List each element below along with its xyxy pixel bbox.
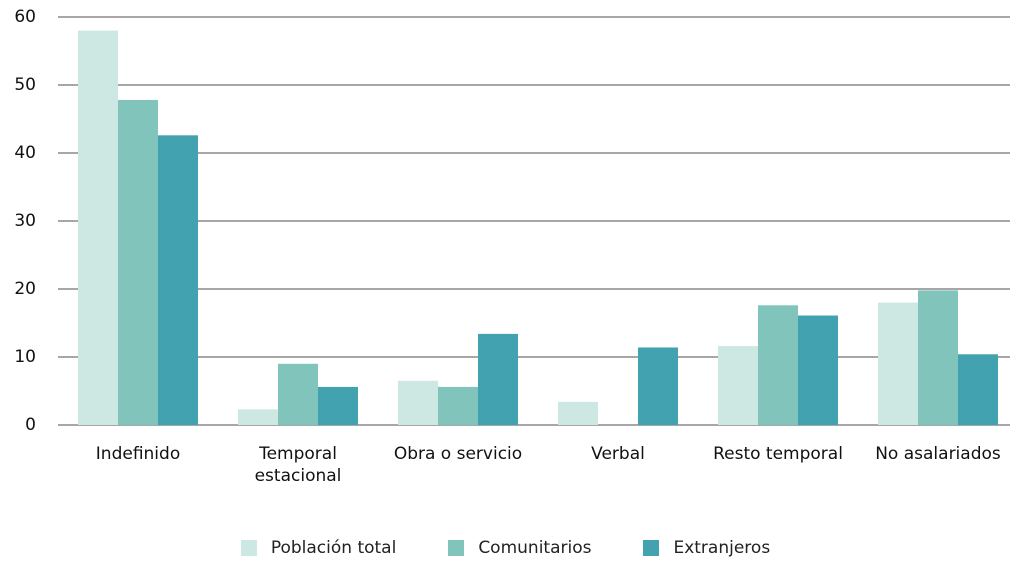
y-tick-label: 30 xyxy=(14,211,36,231)
legend-label: Población total xyxy=(270,538,397,558)
x-tick-label: Verbal xyxy=(591,444,645,464)
legend-label: Extranjeros xyxy=(673,538,771,558)
bar xyxy=(398,380,438,425)
bar xyxy=(718,346,758,425)
bar xyxy=(238,409,278,425)
legend-swatch xyxy=(448,540,465,556)
bar xyxy=(758,305,798,425)
bar xyxy=(958,354,998,425)
legend-label: Comunitarios xyxy=(478,538,592,558)
legend-item: Comunitarios xyxy=(448,538,591,558)
y-tick-label: 50 xyxy=(14,75,36,95)
bar xyxy=(878,302,918,425)
y-tick-label: 0 xyxy=(25,415,36,435)
x-tick-label: Temporal estacional xyxy=(254,444,342,486)
x-tick-label: No asalariados xyxy=(875,444,1001,464)
bar xyxy=(318,386,358,425)
legend-item: Extranjeros xyxy=(643,538,770,558)
bar xyxy=(638,347,678,425)
x-tick-label: Resto temporal xyxy=(713,444,843,464)
bar xyxy=(118,99,158,426)
bar xyxy=(438,386,478,425)
bar xyxy=(278,363,318,425)
x-tick-label: Obra o servicio xyxy=(393,444,523,464)
bar xyxy=(918,290,958,425)
bar xyxy=(558,401,598,425)
bar xyxy=(798,315,838,425)
legend: Población total Comunitarios Extranjeros xyxy=(0,538,1011,558)
y-tick-label: 10 xyxy=(14,347,36,367)
y-tick-label: 60 xyxy=(14,7,36,27)
bar xyxy=(78,30,118,425)
bar xyxy=(478,333,518,425)
y-tick-label: 40 xyxy=(14,143,36,163)
bar xyxy=(158,135,198,425)
legend-swatch xyxy=(240,540,257,556)
x-tick-label: Indefinido xyxy=(95,444,181,464)
legend-item: Población total xyxy=(240,538,397,558)
y-tick-label: 20 xyxy=(14,279,36,299)
legend-swatch xyxy=(643,540,660,556)
